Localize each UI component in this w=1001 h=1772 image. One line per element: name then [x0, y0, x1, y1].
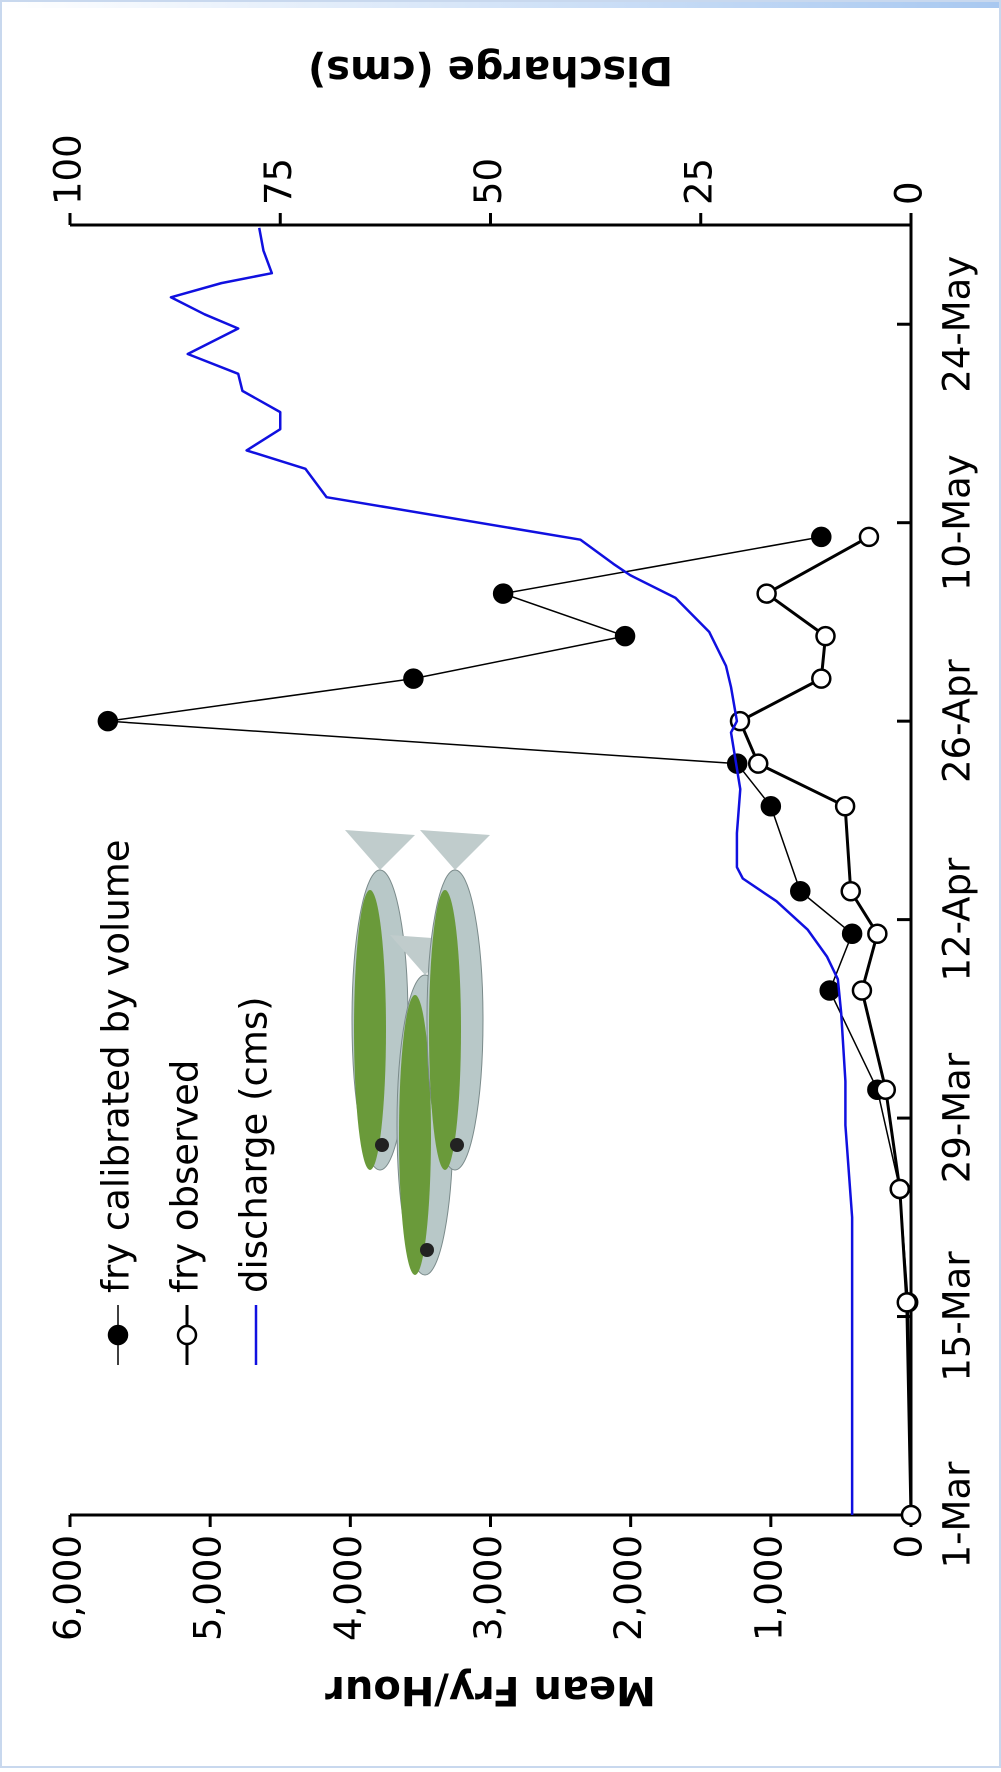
top-bar [0, 0, 1001, 8]
y2-tick-label: 100 [47, 134, 90, 205]
legend-label: discharge (cms) [233, 996, 276, 1293]
point [896, 1292, 918, 1313]
legend-label: fry calibrated by volume [95, 839, 138, 1293]
rotated-plot: 0 1,000 2,000 3,000 4,000 5,000 6,000 0 25 50 75 10… [47, 47, 979, 1713]
series-line [169, 227, 854, 1515]
point [790, 881, 811, 902]
y2-tick-label: 0 [888, 181, 931, 205]
point [760, 795, 782, 817]
legend-marker [176, 1324, 198, 1346]
point [747, 753, 769, 774]
point [834, 795, 856, 817]
x-tick-label: 12-Apr [936, 857, 979, 981]
x-tick-label: 10-May [936, 454, 979, 591]
y-axis-title: Mean Fry/Hour [325, 1667, 656, 1713]
y-tick-label: 2,000 [607, 1535, 650, 1641]
point [811, 526, 832, 548]
legend-marker [107, 1324, 129, 1346]
x-tick-label: 1-Mar [936, 1461, 979, 1568]
legend-label: fry observed [164, 1060, 207, 1293]
x-tick-label: 24-May [936, 256, 979, 393]
y2-tick-label: 50 [467, 158, 510, 205]
point [851, 980, 873, 1001]
point [403, 668, 424, 689]
y-tick-label: 3,000 [467, 1535, 510, 1641]
point [900, 1504, 922, 1526]
y-tick-label: 1,000 [747, 1535, 790, 1641]
point [97, 710, 119, 732]
point [819, 980, 840, 1001]
y-tick-label: 6,000 [47, 1535, 90, 1641]
y2-axis-title: Discharge (cms) [308, 47, 673, 93]
point [889, 1178, 911, 1200]
point [815, 625, 836, 647]
y-tick-label: 4,000 [327, 1535, 370, 1641]
y-tick-label: 0 [888, 1535, 931, 1559]
point [875, 1079, 897, 1100]
point [811, 668, 832, 689]
point [841, 923, 863, 945]
fish-illustration [345, 830, 490, 1276]
point [614, 625, 636, 647]
point [867, 923, 888, 945]
point [492, 583, 514, 604]
x-tick-label: 29-Mar [936, 1052, 979, 1183]
series-line [107, 536, 912, 1516]
point [858, 526, 880, 548]
x-tick-label: 15-Mar [936, 1251, 979, 1382]
point [756, 583, 777, 604]
x-tick-label: 26-Apr [936, 659, 979, 783]
y2-tick-label: 25 [677, 158, 720, 205]
point [840, 881, 861, 902]
y2-tick-label: 75 [257, 158, 300, 205]
y-tick-label: 5,000 [187, 1535, 230, 1641]
